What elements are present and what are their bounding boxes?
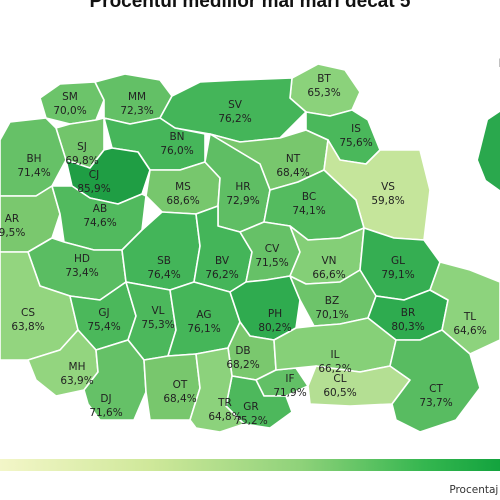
county-sm xyxy=(39,81,105,125)
county-code-dj: DJ xyxy=(100,393,111,405)
county-value-dj: 71,6% xyxy=(89,407,122,419)
county-value-cv: 71,5% xyxy=(255,257,288,269)
county-value-ms: 68,6% xyxy=(166,195,199,207)
county-value-vn: 66,6% xyxy=(312,269,345,281)
county-value-bc: 74,1% xyxy=(292,205,325,217)
county-value-sb: 76,4% xyxy=(147,269,180,281)
county-value-tl: 64,6% xyxy=(453,325,486,337)
county-ct xyxy=(389,329,481,433)
county-code-vn: VN xyxy=(321,255,336,267)
county-value-gr: 75,2% xyxy=(234,415,267,427)
cut-off-legend-text: I xyxy=(499,56,500,70)
county-code-ot: OT xyxy=(173,379,188,391)
county-value-bt: 65,3% xyxy=(307,87,340,99)
county-code-is: IS xyxy=(351,123,361,135)
county-code-vs: VS xyxy=(381,181,395,193)
county-value-hd: 73,4% xyxy=(65,267,98,279)
county-value-ct: 73,7% xyxy=(419,397,452,409)
county-code-vl: VL xyxy=(151,305,164,317)
county-code-tr: TR xyxy=(217,397,232,409)
county-value-is: 75,6% xyxy=(339,137,372,149)
county-value-cj: 85,9% xyxy=(77,183,110,195)
county-value-bn: 76,0% xyxy=(160,145,193,157)
legend-color-scale xyxy=(0,459,500,471)
page-title: Procentul mediilor mai mari decât 5 xyxy=(89,0,411,12)
county-code-bc: BC xyxy=(302,191,316,203)
county-code-cv: CV xyxy=(265,243,280,255)
county-code-cl: CL xyxy=(333,373,346,385)
county-code-ab: AB xyxy=(93,203,107,215)
county-code-ar: AR xyxy=(5,213,19,225)
county-ab xyxy=(51,185,147,251)
county-code-bn: BN xyxy=(169,131,184,143)
county-code-ct: CT xyxy=(429,383,443,395)
county-value-tr: 64,8% xyxy=(208,411,241,423)
county-value-gj: 75,4% xyxy=(87,321,120,333)
county-value-if: 71,9% xyxy=(273,387,306,399)
county-code-sv: SV xyxy=(228,99,243,111)
county-code-bh: BH xyxy=(26,153,41,165)
county-tr xyxy=(189,347,245,433)
county-value-il: 66,2% xyxy=(318,363,351,375)
county-value-vs: 59,8% xyxy=(371,195,404,207)
county-value-nt: 68,4% xyxy=(276,167,309,179)
county-value-mh: 63,9% xyxy=(60,375,93,387)
legend-label: Procentaj r xyxy=(449,484,500,496)
county-code-mh: MH xyxy=(69,361,86,373)
county-code-bt: BT xyxy=(317,73,331,85)
county-value-br: 80,3% xyxy=(391,321,424,333)
county-value-sm: 70,0% xyxy=(53,105,86,117)
county-value-ab: 74,6% xyxy=(83,217,116,229)
county-value-bz: 70,1% xyxy=(315,309,348,321)
county-code-tl: TL xyxy=(463,311,476,323)
county-value-bv: 76,2% xyxy=(205,269,238,281)
county-value-vl: 75,3% xyxy=(141,319,174,331)
county-value-gl: 79,1% xyxy=(381,269,414,281)
county-code-sm: SM xyxy=(62,91,78,103)
county-code-ph: PH xyxy=(268,308,282,320)
county-value-cl: 60,5% xyxy=(323,387,356,399)
county-code-db: DB xyxy=(235,345,250,357)
county-code-gj: GJ xyxy=(98,307,109,319)
county-code-br: BR xyxy=(401,307,416,319)
county-code-gl: GL xyxy=(391,255,405,267)
county-value-hr: 72,9% xyxy=(226,195,259,207)
county-code-hr: HR xyxy=(235,181,250,193)
inset-region-fragment xyxy=(478,112,500,190)
county-value-ar: 9,5% xyxy=(0,227,25,239)
county-code-bv: BV xyxy=(215,255,230,267)
county-tl xyxy=(429,261,500,355)
county-code-if: IF xyxy=(285,373,294,385)
county-value-ph: 80,2% xyxy=(258,322,291,334)
county-code-bz: BZ xyxy=(325,295,339,307)
county-value-ag: 76,1% xyxy=(187,323,220,335)
county-code-ag: AG xyxy=(196,309,211,321)
county-value-db: 68,2% xyxy=(226,359,259,371)
county-value-sv: 76,2% xyxy=(218,113,251,125)
county-code-hd: HD xyxy=(74,253,90,265)
county-value-cs: 63,8% xyxy=(11,321,44,333)
county-code-gr: GR xyxy=(243,401,258,413)
county-code-il: IL xyxy=(331,349,340,361)
county-code-nt: NT xyxy=(286,153,301,165)
county-value-mm: 72,3% xyxy=(120,105,153,117)
county-code-ms: MS xyxy=(175,181,191,193)
county-code-cj: CJ xyxy=(89,169,99,181)
county-code-sb: SB xyxy=(157,255,171,267)
county-code-sj: SJ xyxy=(77,141,87,153)
county-value-ot: 68,4% xyxy=(163,393,196,405)
county-value-sj: 69,8% xyxy=(65,155,98,167)
county-code-cs: CS xyxy=(21,307,35,319)
county-value-bh: 71,4% xyxy=(17,167,50,179)
county-code-mm: MM xyxy=(128,91,146,103)
